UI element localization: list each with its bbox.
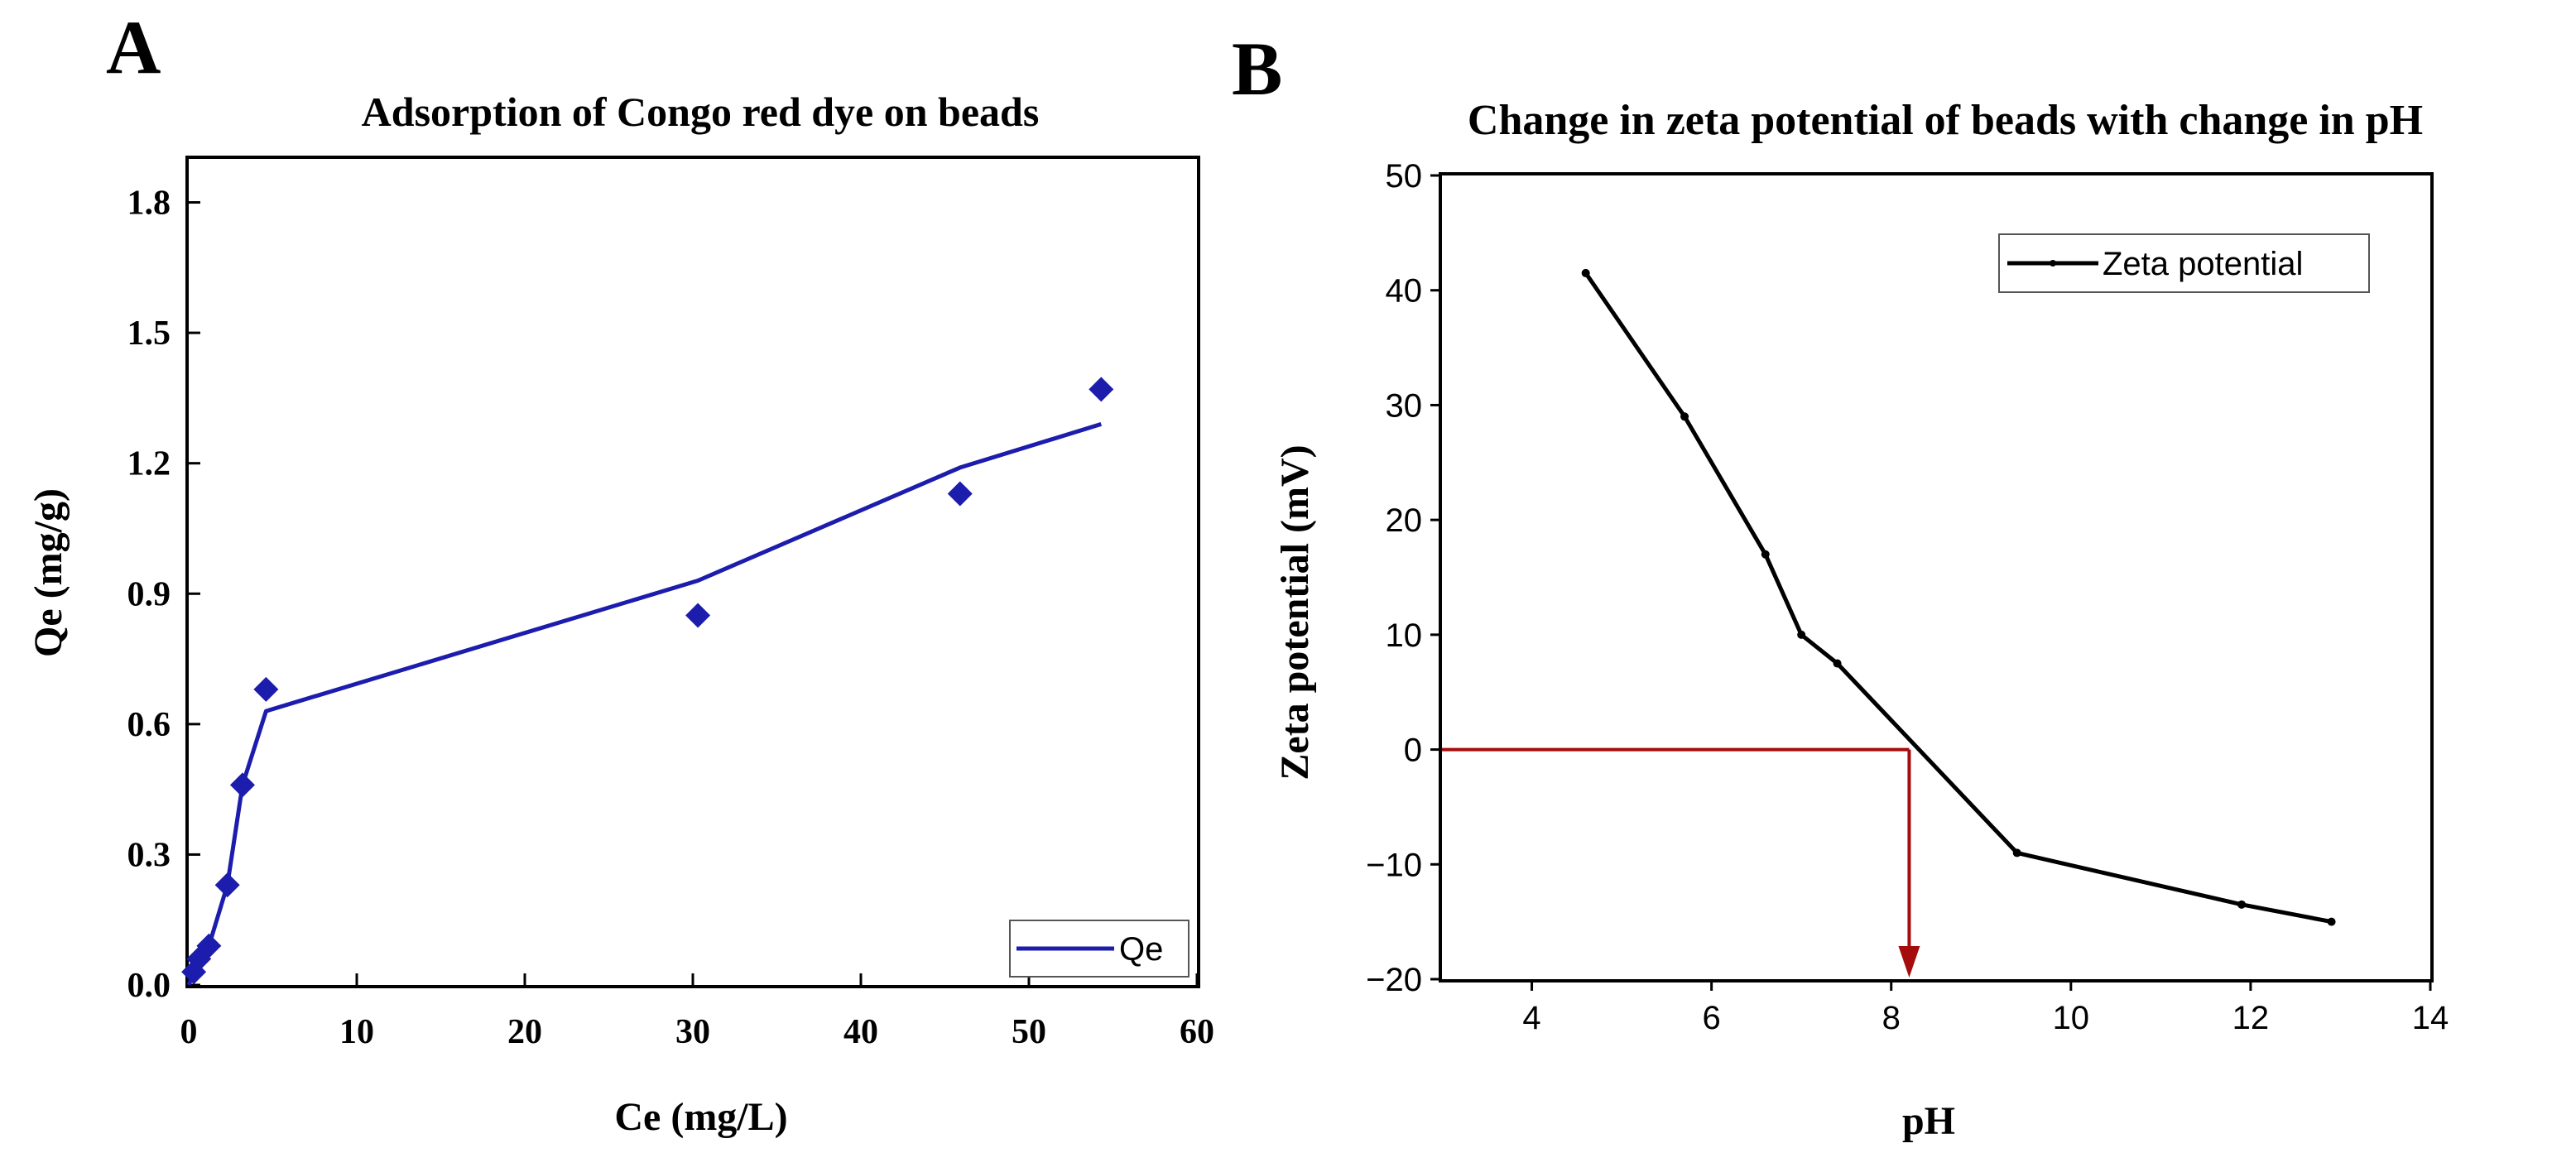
x-ticks-b: 4 6 8 10 12 14 [1522, 979, 2449, 1036]
chart-panel-b: B Change in zeta potential of beads with… [1232, 26, 2449, 1143]
fit-line-qe [186, 422, 1103, 986]
x-tick-label-b: 14 [2412, 1000, 2449, 1036]
data-point-qe [947, 481, 973, 507]
x-tick-label-a: 10 [339, 1013, 374, 1051]
y-tick-label-b: −20 [1366, 962, 1422, 998]
y-tick-label-b: 30 [1386, 387, 1423, 424]
data-point-qe [253, 676, 279, 702]
y-tick-label-b: 40 [1386, 273, 1423, 310]
y-tick-label-a: 1.2 [127, 445, 171, 483]
data-point-qe [196, 933, 222, 958]
x-tick-label-a: 30 [675, 1013, 710, 1051]
plot-frame-b [1439, 172, 2434, 982]
data-point-qe [1089, 377, 1114, 402]
isoelectric-arrow-head [1898, 946, 1920, 978]
series-b [1581, 268, 2336, 926]
x-tick-label-a: 40 [843, 1013, 878, 1051]
zeta-potential-line [1584, 271, 2333, 925]
data-point-zeta [2012, 848, 2021, 858]
data-point-zeta [2327, 917, 2336, 926]
data-point-zeta [1833, 659, 1842, 668]
y-tick-label-b: 0 [1404, 733, 1422, 769]
y-tick-label-a: 0.3 [127, 836, 171, 874]
y-axis-label-b: Zeta potential (mV) [1273, 444, 1317, 780]
plot-frame-a [185, 156, 1200, 988]
y-tick-label-b: 20 [1386, 502, 1423, 539]
data-point-qe [229, 772, 255, 798]
x-tick-label-a: 20 [507, 1013, 542, 1051]
x-tick-label-b: 8 [1882, 1000, 1901, 1036]
y-tick-label-b: 10 [1386, 617, 1423, 654]
panel-letter-b: B [1232, 26, 1282, 111]
y-tick-label-a: 1.5 [127, 315, 171, 353]
y-axis-label-a: Qe (mg/g) [26, 488, 70, 657]
x-tick-label-b: 6 [1703, 1000, 1721, 1036]
y-tick-label-a: 1.8 [127, 185, 171, 223]
y-tick-label-a: 0.6 [127, 706, 171, 744]
panel-letter-a: A [106, 5, 161, 89]
x-axis-label-b: pH [1902, 1099, 1955, 1143]
data-point-qe [685, 603, 711, 628]
isoelectric-annotation [1442, 747, 1920, 978]
data-point-qe [214, 872, 240, 898]
data-point-zeta [2237, 900, 2247, 909]
x-tick-label-a: 60 [1180, 1013, 1214, 1051]
y-tick-label-a: 0.0 [127, 967, 171, 1005]
y-tick-label-a: 0.9 [127, 575, 171, 613]
x-axis-label-a: Ce (mg/L) [614, 1095, 787, 1139]
legend-label-a: Qe [1119, 931, 1163, 968]
data-point-zeta [1581, 268, 1590, 277]
y-tick-label-b: 50 [1386, 158, 1423, 195]
y-tick-label-b: −10 [1366, 847, 1422, 883]
y-ticks-b: −20 −10 0 10 20 30 40 50 [1366, 158, 1442, 998]
legend-marker-b [2050, 260, 2056, 267]
data-point-zeta [1680, 412, 1689, 421]
series-a [181, 377, 1114, 986]
chart-title-b: Change in zeta potential of beads with c… [1468, 97, 2423, 144]
data-point-zeta [1797, 630, 1806, 639]
chart-title-a: Adsorption of Congo red dye on beads [362, 89, 1040, 135]
legend-a: Qe [1009, 920, 1189, 978]
x-ticks-a: 0 10 20 30 40 50 60 [180, 973, 1214, 1051]
x-tick-label-b: 10 [2053, 1000, 2090, 1036]
legend-label-b: Zeta potential [2103, 246, 2303, 282]
x-tick-label-a: 50 [1012, 1013, 1046, 1051]
y-ticks-a: 0.0 0.3 0.6 0.9 1.2 1.5 1.8 [127, 185, 200, 1005]
data-point-zeta [1761, 550, 1770, 559]
x-tick-label-b: 4 [1522, 1000, 1540, 1036]
chart-panel-a: A Adsorption of Congo red dye on beads 0… [26, 5, 1214, 1139]
x-tick-label-a: 0 [180, 1013, 198, 1051]
legend-b: Zeta potential [1998, 233, 2370, 293]
x-tick-label-b: 12 [2232, 1000, 2270, 1036]
